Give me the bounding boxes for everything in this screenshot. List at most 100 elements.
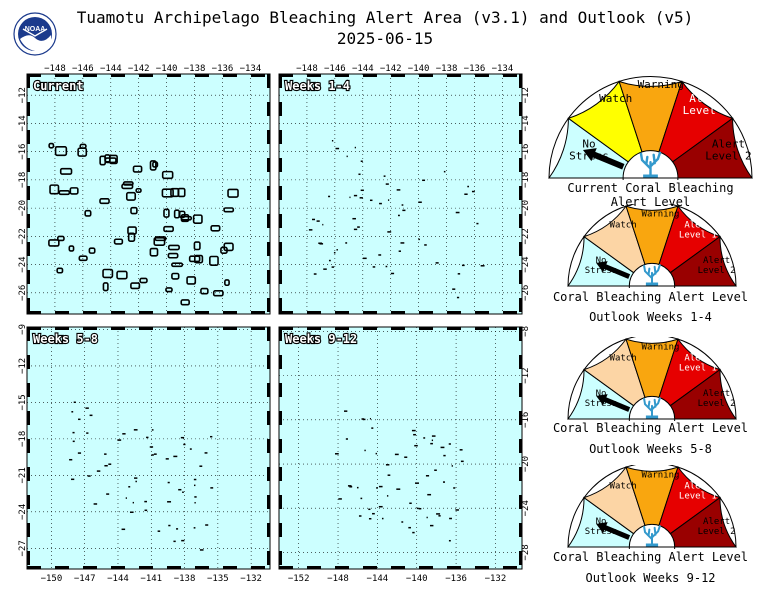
lat-tick-label: −18 (18, 431, 28, 447)
lat-tick-label: −24 (521, 256, 531, 272)
lon-tick-label: −134 (492, 64, 514, 74)
map-frame (279, 327, 522, 569)
lon-tick-label: −138 (174, 574, 196, 584)
gauge-weeks-9-12-subcaption: Outlook Weeks 9-12 (585, 571, 716, 585)
lat-tick-label: −24 (18, 504, 28, 520)
lon-tick-label: −136 (445, 574, 467, 584)
coral-icon (639, 151, 662, 177)
lon-tick-label: −138 (184, 64, 206, 74)
gauge-level-label: Alert Level 1 (679, 482, 717, 502)
lat-tick-label: −18 (521, 172, 531, 188)
map-panel: −152 −148 −144 −140 −136 −132 −8 −12 −16 −20 −24 −2… (278, 326, 531, 584)
gauge-level-label: Watch (599, 92, 632, 105)
lat-tick-label: −21 (18, 467, 28, 483)
lat-tick-label: −14 (521, 115, 531, 131)
gauge-needle-icon (596, 522, 631, 540)
lat-tick-label: −15 (18, 394, 28, 410)
lat-tick-label: −12 (521, 367, 531, 383)
graticule (27, 74, 270, 314)
lat-tick-label: −18 (18, 172, 28, 188)
lon-tick-label: −148 (44, 64, 66, 74)
lon-tick-label: −141 (140, 574, 162, 584)
lat-tick-label: −12 (18, 87, 28, 103)
gauge-level-label: Alert Level 2 (698, 256, 736, 276)
map-frame (279, 74, 522, 314)
island-markers (308, 139, 485, 299)
lon-tick-label: −148 (327, 574, 349, 584)
lat-tick-label: −20 (521, 456, 531, 472)
lat-tick-label: −26 (18, 285, 28, 301)
gauge-level-label: Warning (642, 471, 680, 481)
lon-tick-label: −142 (128, 64, 150, 74)
map-panel: −150 −147 −144 −141 −138 −135 −132 −9 −12 −15 −18 −… (18, 324, 271, 584)
lon-tick-label: −140 (156, 64, 178, 74)
gauge-level-label: Warning (642, 210, 680, 220)
gauge-needle-icon (596, 394, 631, 412)
lon-tick-label: −134 (240, 64, 262, 74)
lat-tick-label: −28 (521, 544, 531, 560)
page-title: Tuamotu Archipelago Bleaching Alert Area… (76, 8, 694, 27)
lon-tick-label: −146 (324, 64, 346, 74)
lat-tick-label: −12 (521, 87, 531, 103)
lat-tick-label: −26 (521, 285, 531, 301)
lon-tick-label: −147 (74, 574, 96, 584)
lat-tick-label: −24 (521, 500, 531, 516)
lat-tick-label: −22 (18, 228, 28, 244)
lon-tick-label: −132 (485, 574, 507, 584)
map-panel-label: Weeks 9-12 (285, 332, 357, 346)
graticule (279, 327, 522, 569)
coral-icon (643, 397, 661, 418)
lon-tick-label: −146 (72, 64, 94, 74)
lon-tick-label: −152 (288, 574, 310, 584)
graticule (279, 74, 522, 314)
lon-tick-label: −144 (367, 574, 389, 584)
lon-tick-label: −140 (408, 64, 430, 74)
lon-tick-label: −136 (212, 64, 234, 74)
lat-tick-label: −22 (521, 228, 531, 244)
gauge-current-caption: Current Coral Bleaching Alert Level (567, 181, 734, 209)
map-frame (27, 74, 270, 314)
gauge-level-label: Watch (610, 221, 637, 231)
map-panel: −148 −146 −144 −142 −140 −138 −136 −134 −12 −14 −1… (278, 64, 531, 315)
gauge-level-label: Warning (642, 343, 680, 353)
gauge-needle-icon (582, 148, 625, 170)
lon-tick-label: −132 (240, 574, 262, 584)
gauge-level-label: Alert Level 2 (705, 138, 751, 163)
gauge-level-label: Alert Level 1 (683, 92, 729, 117)
lat-tick-label: −9 (18, 324, 28, 335)
gauge-weeks-1-4-caption: Coral Bleaching Alert Level (552, 290, 749, 304)
lon-tick-label: −138 (436, 64, 458, 74)
island-markers (69, 401, 214, 551)
lon-tick-label: −144 (107, 574, 129, 584)
map-panel-label: Weeks 1-4 (285, 79, 350, 93)
gauge-weeks-5-8-caption: Coral Bleaching Alert Level (552, 421, 749, 435)
coral-icon (643, 525, 661, 546)
lat-tick-label: −16 (521, 144, 531, 160)
gauge-level-label: Watch (610, 482, 637, 492)
lat-tick-label: −27 (18, 540, 28, 556)
lon-tick-label: −148 (296, 64, 318, 74)
map-frame (27, 327, 270, 569)
map-panel-label: Weeks 5-8 (33, 332, 98, 346)
gauge-weeks-1-4-subcaption: Outlook Weeks 1-4 (589, 310, 712, 324)
gauge-level-label: Alert Level 1 (679, 354, 717, 374)
gauge-level-label: Watch (610, 354, 637, 364)
map-panel-label: Current (33, 79, 84, 93)
island-markers (334, 410, 464, 542)
logo-text: NOAA (25, 26, 46, 33)
lon-tick-label: −144 (352, 64, 374, 74)
page-date: 2025-06-15 (336, 29, 434, 48)
lon-tick-label: −142 (380, 64, 402, 74)
lat-tick-label: −20 (18, 200, 28, 216)
lon-tick-label: −144 (100, 64, 122, 74)
lon-tick-label: −140 (406, 574, 428, 584)
gauge-level-label: Alert Level 2 (698, 517, 736, 537)
lon-tick-label: −135 (207, 574, 229, 584)
